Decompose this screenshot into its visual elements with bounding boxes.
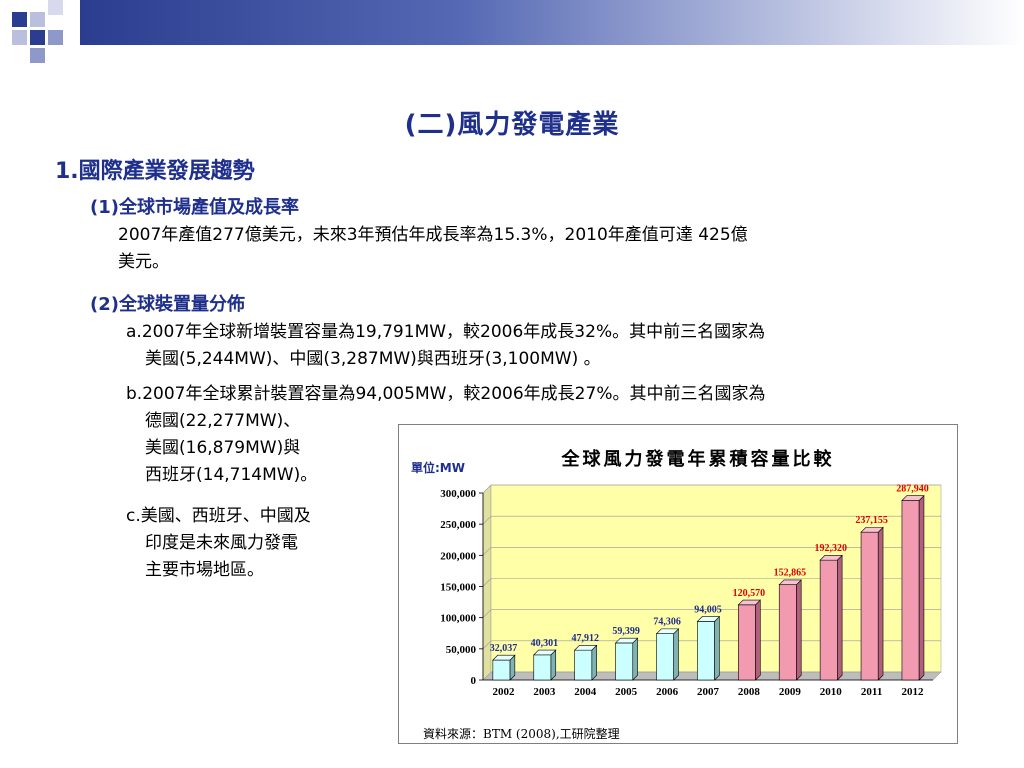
x-tick-label: 2007 bbox=[697, 686, 720, 698]
item-a-line2: 美國(5,244MW)、中國(3,287MW)與西班牙(3,100MW) 。 bbox=[145, 349, 601, 369]
x-tick-label: 2010 bbox=[820, 686, 843, 698]
bar-side bbox=[796, 579, 802, 681]
data-label: 287,940 bbox=[896, 484, 929, 495]
bar-front bbox=[533, 654, 552, 681]
bar-front bbox=[738, 604, 756, 681]
bar bbox=[778, 579, 802, 681]
section-heading: 1.國際產業發展趨勢 bbox=[55, 159, 255, 184]
slide-title: (二)風力發電產業 bbox=[404, 110, 620, 140]
bar-front bbox=[901, 500, 920, 681]
item-c-line2: 印度是未來風力發電 bbox=[145, 533, 298, 553]
data-label: 40,301 bbox=[531, 638, 559, 649]
data-label: 94,005 bbox=[694, 604, 722, 615]
x-tick-label: 2006 bbox=[656, 686, 679, 698]
header-band bbox=[80, 0, 1024, 45]
bar-front bbox=[819, 559, 838, 681]
item-b-line2: 德國(22,277MW)、 bbox=[145, 411, 301, 431]
bar-side bbox=[714, 615, 720, 681]
x-tick-label: 2012 bbox=[902, 686, 925, 698]
y-tick-label: 150,000 bbox=[440, 582, 476, 594]
bar bbox=[614, 637, 639, 681]
bar-chart: 0 50,000 100,000 150,000 200,000 250,000 300,0… bbox=[440, 484, 942, 698]
data-label: 120,570 bbox=[733, 588, 766, 599]
chart-unit-label: 單位:MW bbox=[411, 461, 465, 475]
bar-top bbox=[614, 637, 639, 644]
subsection-heading-installed: (2)全球裝置量分佈 bbox=[90, 294, 245, 315]
bar bbox=[696, 615, 721, 681]
bar-front bbox=[574, 649, 593, 681]
bar-side bbox=[632, 637, 638, 681]
bar bbox=[901, 494, 925, 681]
bar-front bbox=[778, 584, 797, 681]
bar-side bbox=[918, 494, 925, 681]
y-tick-label: 50,000 bbox=[446, 644, 477, 656]
bar-front bbox=[697, 621, 715, 681]
bar-top bbox=[901, 495, 925, 501]
bar-top bbox=[819, 555, 843, 561]
chart-source: 資料來源：BTM (2008),工研院整理 bbox=[423, 727, 620, 741]
bar-side bbox=[673, 628, 679, 681]
bar bbox=[819, 554, 843, 681]
gridline-side bbox=[482, 547, 492, 556]
gridline-side bbox=[482, 578, 492, 587]
item-a-line1: a.2007年全球新增裝置容量為19,791MW，較2006年成長32%。其中前… bbox=[126, 322, 766, 342]
bar bbox=[655, 628, 680, 681]
bar-top bbox=[573, 645, 598, 651]
bar-side bbox=[877, 526, 884, 681]
gridline-side bbox=[482, 515, 492, 525]
x-tick-label: 2003 bbox=[533, 686, 556, 698]
item-b-line1: b.2007年全球累計裝置容量為94,005MW，較2006年成長27%。其中前… bbox=[126, 384, 766, 404]
bar-top bbox=[696, 616, 721, 622]
bar-front bbox=[492, 659, 511, 681]
bar-top bbox=[860, 527, 884, 533]
bar bbox=[573, 644, 598, 681]
gridline-side bbox=[482, 609, 492, 618]
bar bbox=[533, 649, 557, 681]
y-tick-label: 100,000 bbox=[440, 613, 476, 625]
x-tick-label: 2009 bbox=[779, 686, 802, 698]
data-label: 192,320 bbox=[814, 543, 847, 554]
bar-side bbox=[837, 554, 843, 681]
bar bbox=[737, 599, 762, 681]
x-tick-label: 2004 bbox=[574, 686, 597, 698]
bar-front bbox=[656, 633, 674, 681]
data-label: 59,399 bbox=[612, 626, 640, 637]
y-tick-label: 0 bbox=[471, 675, 477, 687]
x-tick-label: 2011 bbox=[861, 686, 882, 698]
bar bbox=[492, 654, 516, 681]
bar-side bbox=[755, 599, 761, 681]
bar-top bbox=[492, 654, 516, 661]
y-tick-label: 250,000 bbox=[440, 519, 476, 531]
bar-top bbox=[737, 599, 762, 606]
gridline-side bbox=[482, 484, 492, 494]
market-text-line1: 2007年產值277億美元，未來3年預估年成長率為15.3%，2010年產值可達… bbox=[118, 225, 748, 245]
data-label: 74,306 bbox=[653, 617, 681, 628]
chart-title: 全球風力發電年累積容量比較 bbox=[561, 449, 835, 470]
bar-front bbox=[615, 642, 634, 681]
data-label: 237,155 bbox=[855, 515, 888, 526]
data-label: 152,865 bbox=[774, 568, 807, 579]
y-tick-label: 300,000 bbox=[440, 488, 476, 500]
x-tick-label: 2002 bbox=[492, 686, 515, 698]
bar bbox=[860, 526, 884, 681]
bar-top bbox=[533, 649, 557, 656]
bar-top bbox=[778, 579, 802, 586]
subsection-heading-market: (1)全球市場產值及成長率 bbox=[90, 197, 299, 218]
data-label: 32,037 bbox=[490, 643, 518, 654]
x-tick-label: 2008 bbox=[738, 686, 761, 698]
bar-top bbox=[655, 628, 680, 634]
y-tick-label: 200,000 bbox=[440, 550, 476, 562]
gridline-side bbox=[482, 640, 492, 650]
item-b-line4: 西班牙(14,714MW)。 bbox=[145, 465, 318, 485]
bar-side bbox=[591, 644, 597, 681]
bar-front bbox=[860, 531, 879, 681]
item-b-line3: 美國(16,879MW)與 bbox=[145, 438, 301, 458]
x-tick-label: 2005 bbox=[615, 686, 638, 698]
data-label: 47,912 bbox=[572, 633, 600, 644]
item-c-line3: 主要市場地區。 bbox=[145, 560, 264, 580]
item-c-line1: c.美國、西班牙、中國及 bbox=[126, 506, 311, 526]
market-text-line2: 美元。 bbox=[118, 252, 169, 272]
chart-container: 全球風力發電年累積容量比較 單位:MW 0 50,000 100,000 150,00… bbox=[398, 424, 958, 744]
